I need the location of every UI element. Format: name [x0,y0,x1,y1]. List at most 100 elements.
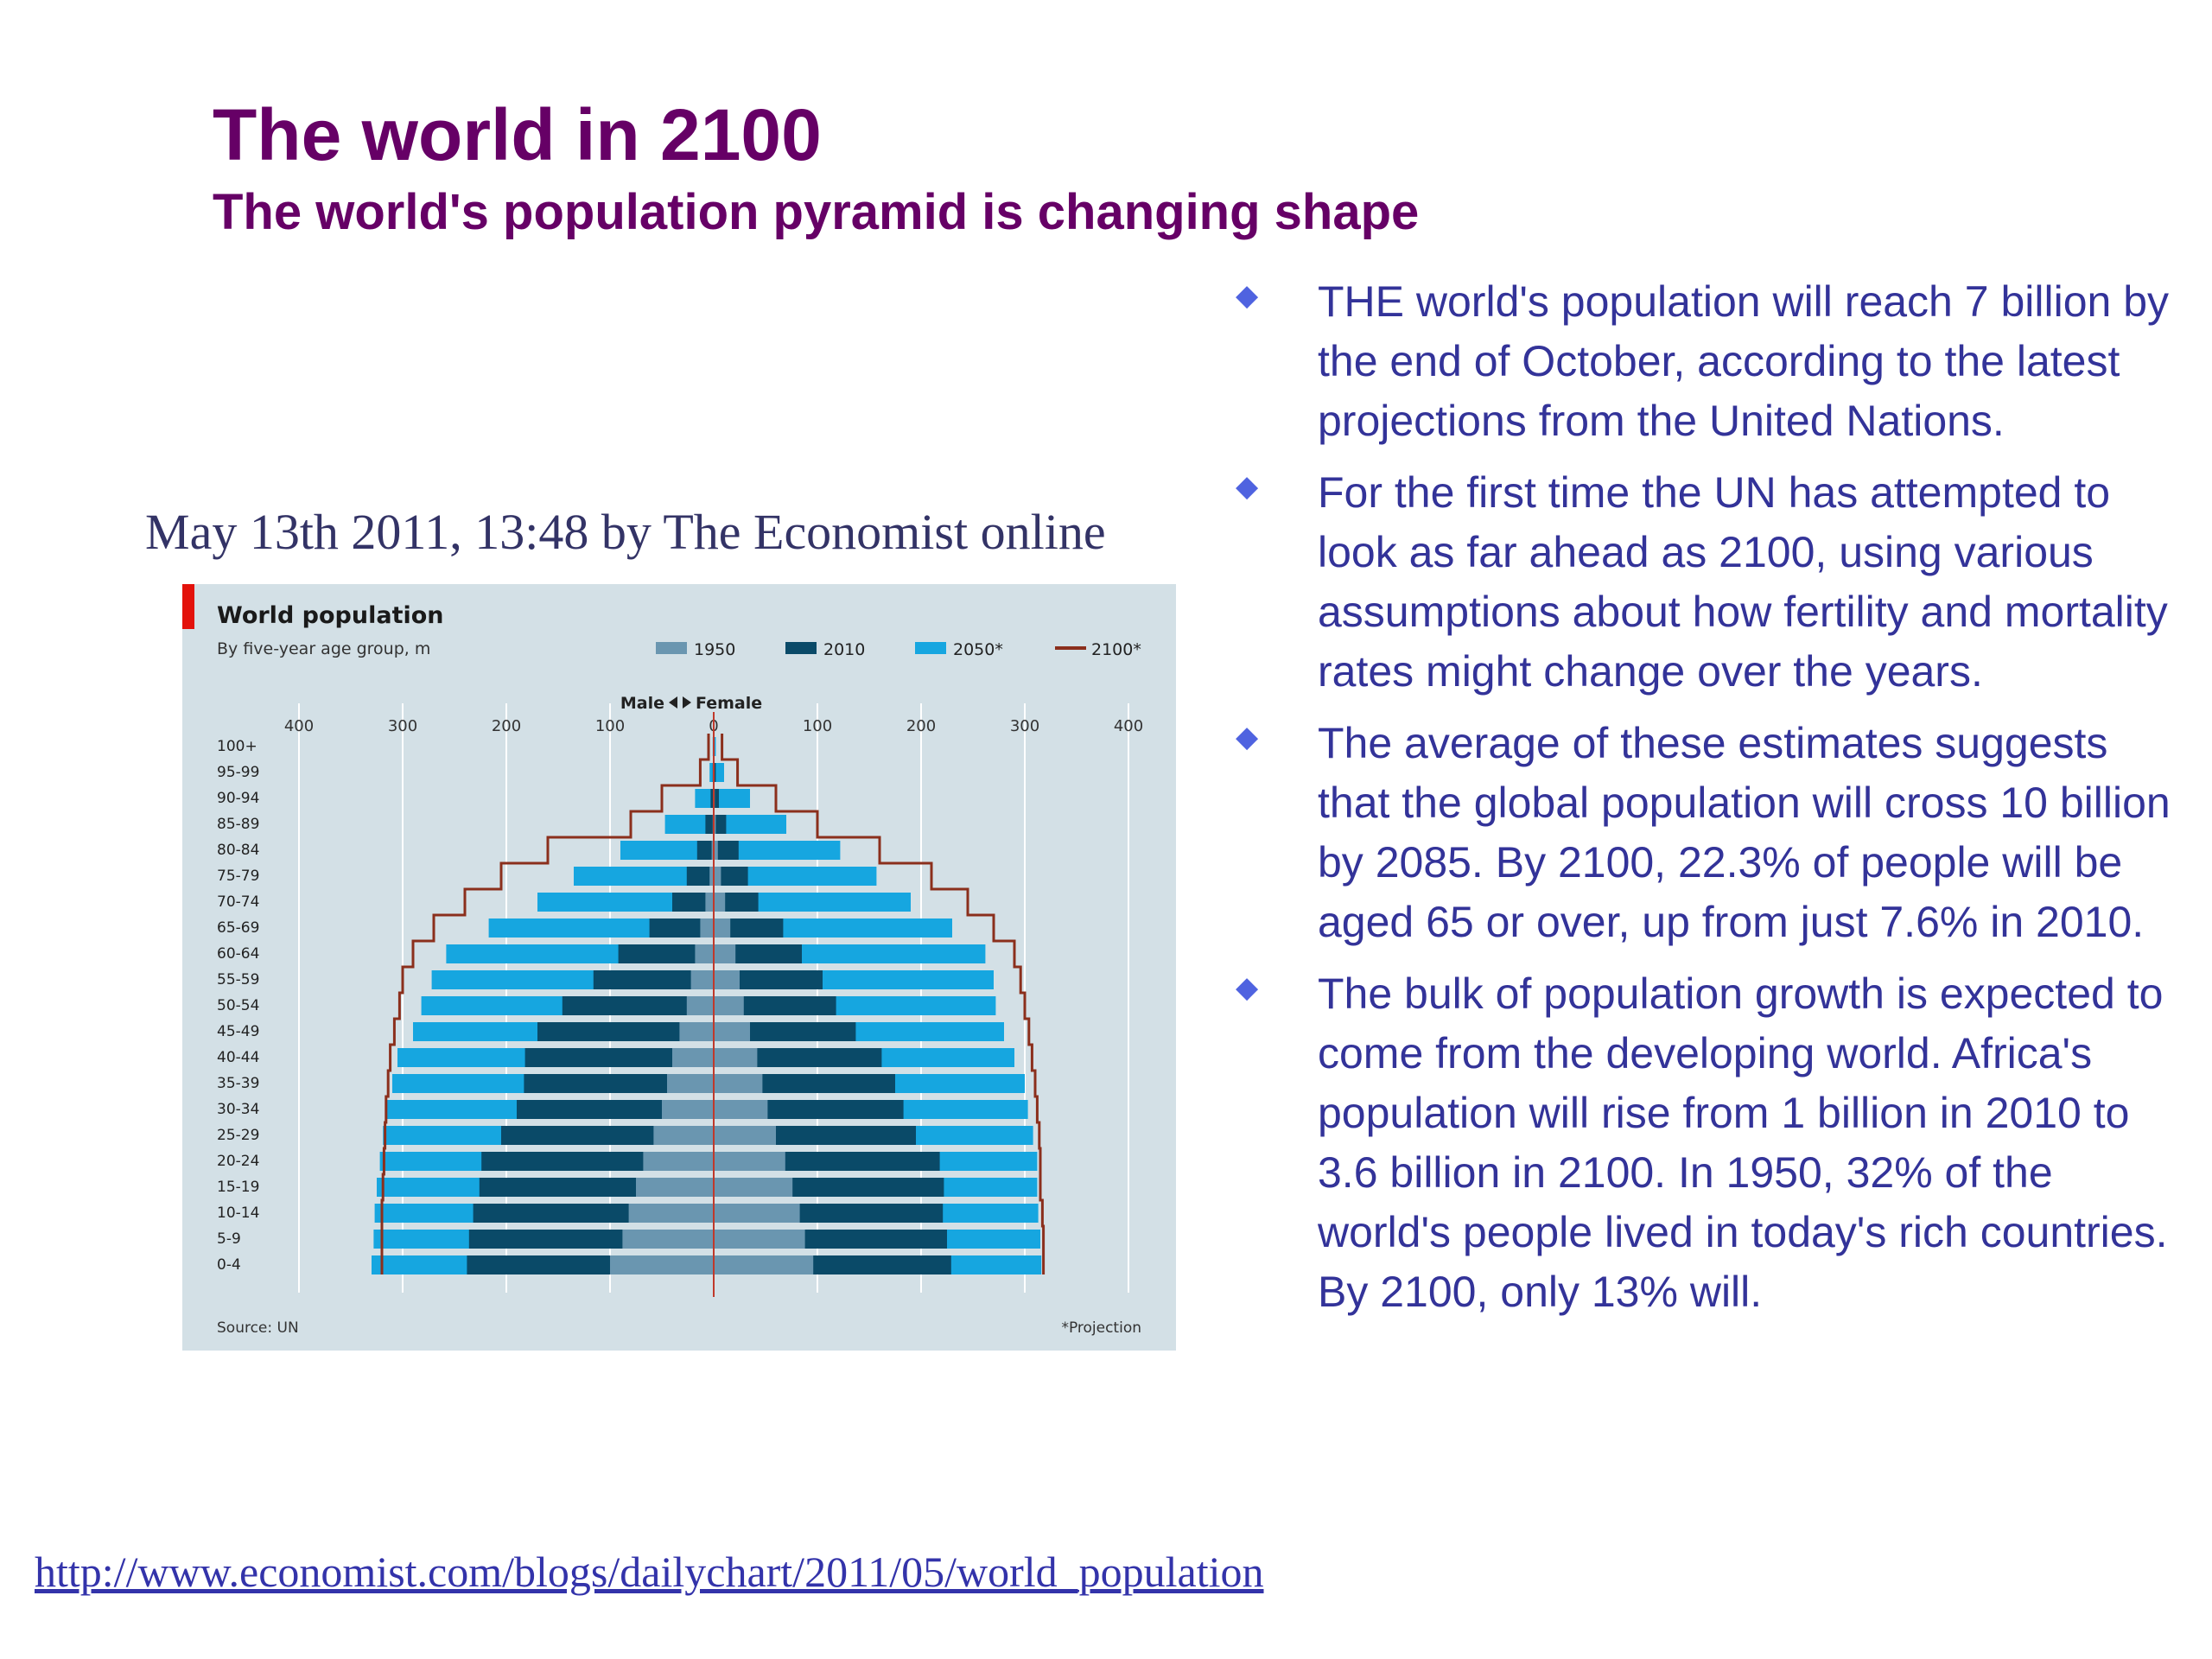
legend-swatch-2050 [915,642,946,654]
bullet-item: ◆ For the first time the UN has attempted… [1231,463,2190,702]
x-tick-label: 100 [803,717,832,735]
bar-female-2050 [714,867,877,886]
line-layer [380,734,1046,1274]
diamond-bullet-icon: ◆ [1236,721,1259,753]
legend-label-2050: 2050* [953,640,1003,659]
male-label: Male [620,694,664,713]
legend-swatch-2010 [785,642,817,654]
source-link[interactable]: http://www.economist.com/blogs/dailychar… [35,1548,1264,1596]
article-byline: May 13th 2011, 13:48 by The Economist on… [145,504,1106,560]
bar-male-2010 [562,996,714,1015]
bar-male-2050 [664,815,714,834]
bar-female-1950 [714,1230,805,1249]
bar-male-2010 [524,1074,714,1093]
bar-male-1950 [643,1152,714,1171]
diamond-bullet-icon: ◆ [1236,470,1259,503]
bar-male-1950 [636,1178,714,1197]
bar-female-1950 [714,1048,758,1067]
age-group-label: 0-4 [217,1256,241,1274]
bar-female-2010 [714,763,716,782]
legend-swatch-1950 [656,642,687,654]
line-female-2100 [721,734,1046,1274]
chart-title: World population [217,602,444,629]
bar-male-2010 [618,944,714,963]
legend-label-2100: 2100* [1091,640,1141,659]
bar-female-1950 [714,867,721,886]
bar-male-1950 [695,944,714,963]
bullet-item: ◆ THE world's population will reach 7 bil… [1231,272,2190,451]
bar-female-2010 [714,867,748,886]
slide-title: The world in 2100 [213,94,822,175]
bar-male-1950 [610,1255,714,1274]
bar-male-2010 [537,1022,714,1041]
bar-female-2050 [714,737,716,756]
age-group-label: 25-29 [217,1127,259,1144]
bar-male-2010 [710,789,714,808]
bar-female-1950 [714,1022,750,1041]
x-tick-label: 300 [388,717,417,735]
age-group-labels: 100+ 95-99 90-94 85-89 80-84 75-79 70-74 65-69 6… [217,738,259,1274]
bar-female-2010 [714,970,823,989]
bar-male-2010 [705,815,714,834]
bar-layer [372,712,1042,1297]
bar-male-1950 [700,918,714,938]
bar-female-1950 [714,841,718,860]
age-group-label: 30-34 [217,1101,259,1118]
bar-male-1950 [628,1204,714,1223]
bar-female-1950 [714,918,731,938]
bar-female-2050 [714,763,724,782]
population-pyramid-chart: World population By five-year age group,… [182,584,1176,1351]
bar-female-2010 [714,996,836,1015]
bar-female-2050 [714,893,911,912]
age-group-label: 95-99 [217,764,259,781]
bar-male-2050 [709,763,714,782]
bar-male-2010 [593,970,714,989]
bar-male-2010 [524,1048,714,1067]
bar-female-1950 [714,996,744,1015]
female-label: Female [696,694,762,713]
bar-male-1950 [672,1048,714,1067]
age-group-label: 70-74 [217,893,259,911]
bar-female-2050 [714,789,750,808]
x-tick-label: 200 [906,717,936,735]
bar-female-1950 [714,1152,785,1171]
bullet-text: The bulk of population growth is expecte… [1318,969,2168,1316]
bullet-text: The average of these estimates suggests … [1318,719,2171,946]
bar-male-2010 [649,918,714,938]
left-arrow-icon [669,696,677,709]
chart-svg: World population By five-year age group,… [182,584,1143,1337]
x-tick-labels: 4003002001000100200300400 [284,717,1143,735]
diamond-bullet-icon: ◆ [1236,279,1259,312]
bar-male-2050 [537,893,714,912]
slide-subtitle: The world's population pyramid is changi… [213,184,1420,240]
bar-male-1950 [622,1230,714,1249]
chart-legend: 1950 2010 2050* 2100* [656,640,1141,659]
age-group-label: 75-79 [217,868,259,885]
age-group-label: 60-64 [217,945,259,963]
legend-label-1950: 1950 [694,640,735,659]
bar-male-1950 [709,867,714,886]
age-group-label: 10-14 [217,1205,259,1222]
bar-male-1950 [667,1074,714,1093]
age-group-label: 15-19 [217,1179,259,1196]
bar-male-2050 [620,841,714,860]
age-group-label: 50-54 [217,997,259,1014]
age-group-label: 85-89 [217,816,259,833]
bullet-list: ◆ THE world's population will reach 7 bil… [1231,272,2190,1334]
age-group-label: 45-49 [217,1023,259,1040]
bar-female-2010 [714,841,739,860]
bullet-text: For the first time the UN has attempted … [1318,468,2168,696]
bar-female-2010 [714,789,719,808]
bullet-item: ◆ The average of these estimates suggests… [1231,714,2190,952]
bar-female-1950 [714,1074,763,1093]
bullet-item: ◆ The bulk of population growth is expect… [1231,964,2190,1322]
bar-female-2050 [714,841,841,860]
bar-female-1950 [714,1100,768,1119]
bar-female-1950 [714,1204,800,1223]
age-group-label: 55-59 [217,971,259,988]
bar-female-1950 [714,1178,793,1197]
bar-male-1950 [686,996,714,1015]
age-group-label: 35-39 [217,1075,259,1092]
bar-female-2050 [714,815,786,834]
bar-male-1950 [679,1022,714,1041]
